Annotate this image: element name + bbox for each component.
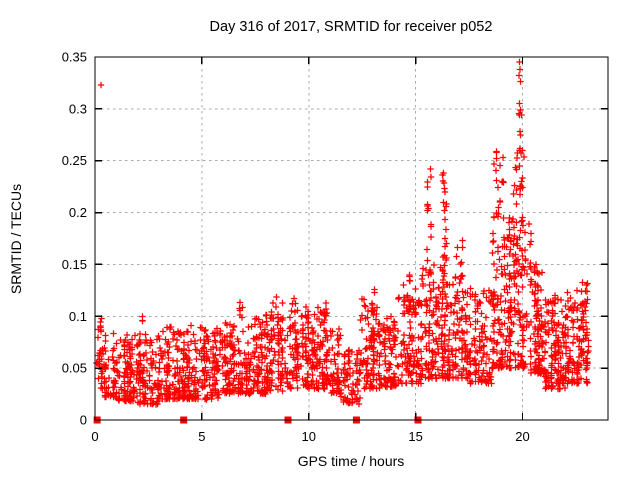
y-tick-label: 0.2 bbox=[69, 205, 87, 220]
chart-title: Day 316 of 2017, SRMTID for receiver p05… bbox=[210, 19, 493, 35]
data-points bbox=[93, 58, 592, 408]
y-axis-label: SRMTID / TECUs bbox=[8, 184, 24, 294]
plot-border bbox=[94, 56, 609, 421]
x-tick-label: 0 bbox=[91, 429, 98, 444]
tick-labels: 0 5 10 15 20 0 0.05 0.1 0.15 0.2 0.25 0.3 0.35 bbox=[62, 50, 530, 445]
x-axis-label: GPS time / hours bbox=[298, 453, 405, 469]
y-tick-label: 0.15 bbox=[62, 257, 87, 272]
y-tick-label: 0.35 bbox=[62, 50, 87, 65]
y-tick-label: 0.25 bbox=[62, 153, 87, 168]
y-tick-label: 0.05 bbox=[62, 361, 87, 376]
x-tick-label: 5 bbox=[198, 429, 205, 444]
x-tick-label: 20 bbox=[515, 429, 529, 444]
y-tick-label: 0 bbox=[80, 413, 87, 428]
x-tick-label: 10 bbox=[302, 429, 316, 444]
y-tick-label: 0.1 bbox=[69, 309, 87, 324]
y-tick-label: 0.3 bbox=[69, 101, 87, 116]
x-tick-label: 15 bbox=[408, 429, 422, 444]
